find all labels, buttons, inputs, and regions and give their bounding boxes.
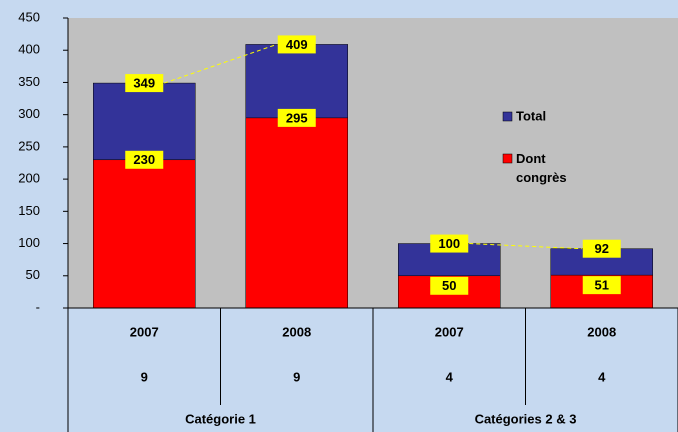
data-label: 349	[133, 76, 155, 91]
legend-swatch	[502, 153, 513, 164]
data-label: 92	[595, 241, 609, 256]
count-label: 4	[446, 369, 454, 384]
data-label: 51	[595, 278, 609, 293]
label-box	[277, 35, 316, 54]
label-box	[582, 276, 621, 295]
label-box	[430, 234, 469, 253]
connector	[164, 43, 277, 84]
label-box	[582, 239, 621, 258]
y-tick-label: 350	[18, 74, 40, 89]
group-label: Catégories 2 & 3	[475, 411, 577, 426]
legend-label: Dont congrès	[516, 151, 567, 185]
data-label: 230	[133, 152, 155, 167]
x-tick-label: 2007	[130, 324, 159, 339]
x-tick-label: 2008	[282, 324, 311, 339]
count-label: 9	[141, 369, 148, 384]
label-box	[430, 276, 469, 295]
y-tick-label: 400	[18, 42, 40, 57]
label-box	[277, 108, 316, 127]
label-box	[125, 74, 164, 93]
count-label: 4	[598, 369, 606, 384]
y-tick-label: 250	[18, 138, 40, 153]
legend-swatch	[502, 111, 513, 122]
data-label: 295	[286, 110, 308, 125]
data-label: 409	[286, 37, 308, 52]
y-tick-label: 200	[18, 171, 40, 186]
count-label: 9	[293, 369, 300, 384]
y-tick-label: 100	[18, 235, 40, 250]
data-label: 100	[438, 236, 460, 251]
y-tick-label: 150	[18, 203, 40, 218]
y-tick-label: 450	[18, 9, 40, 24]
bar	[93, 159, 196, 309]
connector	[469, 243, 582, 250]
x-tick-label: 2008	[587, 324, 616, 339]
bar	[245, 117, 348, 309]
y-tick-label: -	[36, 299, 40, 314]
x-tick-label: 2007	[435, 324, 464, 339]
legend-label: Total	[516, 108, 546, 123]
y-tick-label: 300	[18, 106, 40, 121]
y-tick-label: 50	[26, 267, 40, 282]
label-box	[125, 150, 164, 169]
group-label: Catégorie 1	[185, 411, 256, 426]
data-label: 50	[442, 278, 456, 293]
